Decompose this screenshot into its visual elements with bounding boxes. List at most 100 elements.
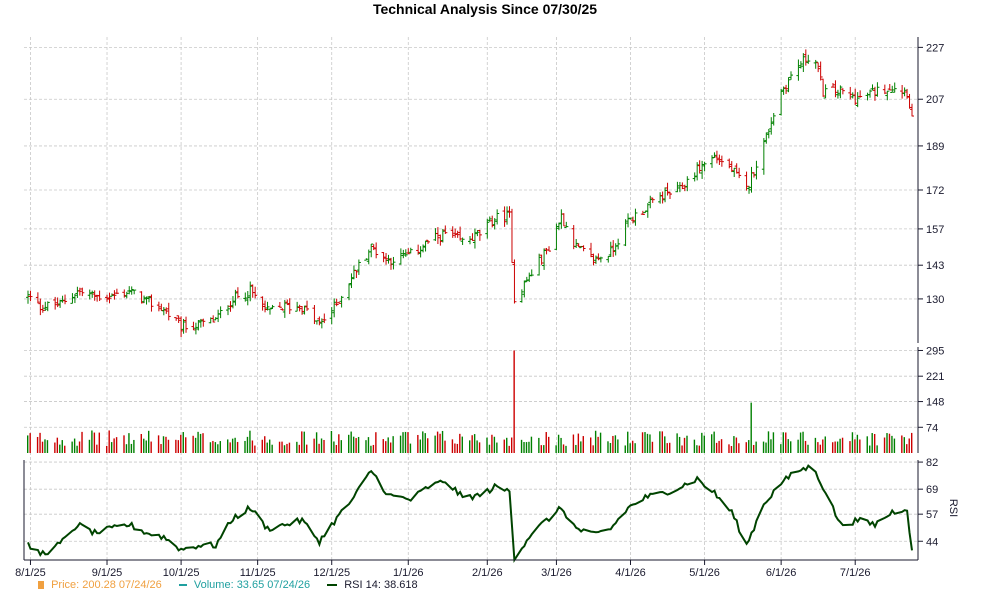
volume-bar (476, 440, 478, 453)
volume-bar (194, 437, 197, 453)
volume-bar (785, 432, 787, 453)
price-bar (295, 301, 300, 312)
volume-bar (128, 433, 130, 453)
volume-bar (404, 431, 407, 453)
price-bar (702, 161, 707, 172)
x-tick-label: 8/1/25 (15, 567, 46, 579)
price-bar (729, 161, 734, 173)
x-tick-label: 3/1/26 (541, 567, 572, 579)
volume-bar (901, 435, 903, 453)
price-tick-label: 227 (926, 42, 944, 54)
price-bar (519, 289, 524, 303)
price-bar (870, 84, 875, 91)
legend-volume-label: Volume: 33.65 07/24/26 (193, 579, 311, 591)
volume-bar (61, 440, 63, 453)
price-bar (806, 54, 811, 64)
volume-bar (866, 436, 868, 453)
price-bar (124, 291, 129, 299)
price-bar (630, 216, 635, 224)
price-bar (426, 239, 431, 244)
volume-bar (854, 439, 856, 453)
volume-bar (115, 437, 118, 453)
volume-bar (908, 438, 910, 453)
price-bar (650, 197, 655, 203)
price-bar (285, 299, 290, 306)
volume-bar (106, 445, 108, 453)
price-bar (228, 301, 233, 312)
price-bar (277, 302, 282, 308)
price-bar (606, 255, 611, 263)
volume-bar (165, 436, 167, 453)
volume-bar (523, 442, 525, 453)
volume-bar (318, 443, 320, 453)
price-bar (900, 85, 905, 99)
volume-bar (651, 441, 654, 453)
volume-bar (641, 432, 644, 453)
volume-bar (459, 433, 461, 453)
price-bar (658, 192, 663, 204)
volume-bar (720, 439, 723, 453)
price-bar (835, 89, 840, 99)
volume-bar (822, 439, 824, 453)
price-bar (230, 296, 235, 309)
price-bar (628, 217, 633, 220)
volume-bar (664, 436, 666, 453)
volume-bar (804, 440, 807, 453)
rsi-axis-title: RSI (947, 499, 959, 517)
volume-bar (185, 437, 187, 453)
price-bar (798, 61, 803, 69)
price-bar (485, 218, 490, 239)
price-bar (398, 248, 403, 265)
x-tick-label: 1/1/26 (393, 567, 424, 579)
volume-bar (167, 439, 170, 453)
price-bar (598, 256, 603, 263)
price-bar (384, 253, 389, 265)
price-bar (403, 249, 408, 257)
volume-bar (367, 437, 370, 453)
price-bar (179, 316, 184, 338)
volume-bar (382, 439, 384, 453)
volume-bar (417, 434, 419, 453)
price-bar (233, 289, 238, 306)
volume-bar (869, 445, 871, 453)
price-bar (77, 287, 82, 296)
price-bar (890, 85, 895, 93)
volume-bar (264, 436, 266, 453)
volume-bar (234, 437, 236, 453)
price-bar (146, 295, 151, 303)
x-tick-label: 5/1/26 (689, 567, 720, 579)
volume-bar (251, 440, 254, 453)
x-tick-label: 11/1/25 (240, 567, 276, 579)
price-bar (40, 304, 45, 313)
volume-bar (624, 445, 626, 453)
price-bar (132, 289, 137, 295)
volume-bar (330, 430, 333, 453)
volume-bar (703, 435, 705, 453)
volume-bar (419, 439, 422, 453)
price-bar (487, 216, 492, 222)
volume-bar (303, 431, 305, 453)
volume-bar (98, 432, 101, 453)
volume-bar (409, 443, 412, 453)
volume-bar (399, 435, 402, 453)
price-bar (803, 49, 808, 66)
volume-bar (802, 431, 804, 453)
volume-swatch-icon (178, 584, 187, 587)
volume-bar (755, 441, 757, 453)
legend-price-label: Price: 200.28 07/24/26 (51, 579, 162, 591)
volume-bar (765, 442, 767, 453)
legend: Price: 200.28 07/24/26 Volume: 33.65 07/… (38, 579, 432, 591)
price-bar (561, 213, 566, 227)
volume-bar (340, 440, 342, 453)
price-bar (416, 244, 421, 255)
volume-bar (696, 445, 698, 453)
volume-bar (538, 437, 540, 453)
price-bar (92, 290, 97, 301)
price-bar (907, 93, 912, 109)
volume-bar (592, 445, 594, 453)
volume-bar (254, 445, 256, 453)
volume-bar (817, 442, 819, 453)
price-bar (695, 162, 700, 181)
price-bar (260, 296, 265, 311)
